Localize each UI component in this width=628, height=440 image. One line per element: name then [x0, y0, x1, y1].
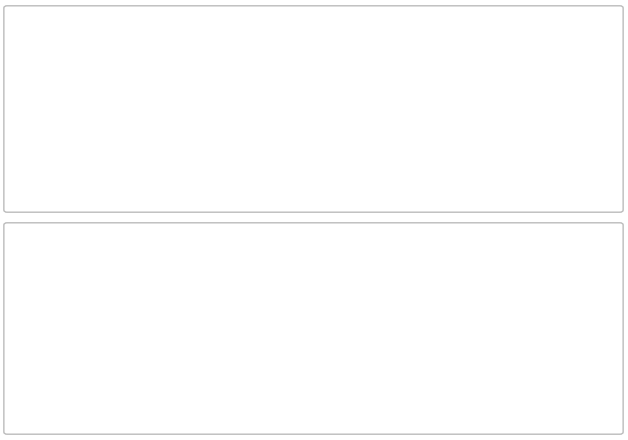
- Bar: [521, 92, 585, 106]
- Bar: [161, 84, 195, 126]
- Polygon shape: [38, 68, 122, 152]
- FancyBboxPatch shape: [109, 327, 145, 369]
- FancyBboxPatch shape: [513, 82, 593, 138]
- Polygon shape: [422, 72, 482, 132]
- Polygon shape: [268, 285, 332, 349]
- Text: Social: Social: [357, 172, 392, 185]
- Circle shape: [113, 295, 141, 323]
- Text: Mobile: Mobile: [159, 172, 197, 185]
- Polygon shape: [296, 314, 348, 366]
- Polygon shape: [264, 312, 320, 368]
- Polygon shape: [240, 79, 330, 151]
- Polygon shape: [29, 295, 77, 359]
- Polygon shape: [350, 131, 369, 156]
- Polygon shape: [258, 49, 312, 103]
- Polygon shape: [486, 315, 518, 347]
- FancyBboxPatch shape: [335, 72, 414, 138]
- Text: Analytics: Analytics: [77, 410, 133, 423]
- Text: CMS/web site: CMS/web site: [40, 172, 120, 185]
- Text: Point of sale: Point of sale: [517, 172, 589, 185]
- Circle shape: [165, 137, 171, 143]
- Text: Core functionality: Core functionality: [22, 243, 158, 258]
- FancyBboxPatch shape: [151, 66, 205, 154]
- Bar: [110, 243, 144, 275]
- Polygon shape: [288, 320, 328, 360]
- Polygon shape: [533, 358, 551, 376]
- Polygon shape: [512, 337, 572, 397]
- Polygon shape: [296, 341, 340, 385]
- Text: Intelligence: Intelligence: [274, 410, 347, 423]
- Text: Externally visible functionality: Externally visible functionality: [22, 28, 252, 43]
- Polygon shape: [29, 295, 125, 391]
- Polygon shape: [452, 281, 552, 381]
- Polygon shape: [296, 289, 352, 345]
- Text: Email: Email: [269, 172, 301, 185]
- Polygon shape: [258, 49, 312, 68]
- Polygon shape: [276, 335, 328, 387]
- Polygon shape: [240, 119, 330, 151]
- Text: Search: Search: [440, 172, 480, 185]
- Text: Automation: Automation: [474, 410, 546, 423]
- Circle shape: [185, 137, 191, 143]
- Circle shape: [175, 137, 181, 143]
- Polygon shape: [32, 343, 77, 388]
